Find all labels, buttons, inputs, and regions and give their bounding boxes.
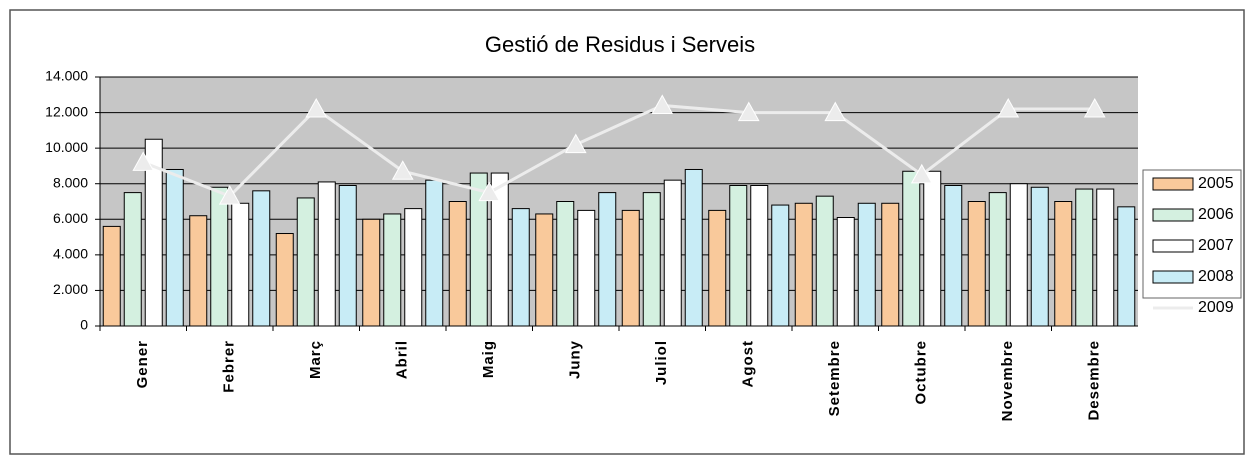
bar: [750, 184, 769, 327]
bar: [1054, 201, 1073, 327]
bar: [923, 170, 942, 327]
line-marker: [478, 181, 501, 202]
line-marker: [218, 185, 241, 205]
bar: [404, 208, 423, 327]
bar: [836, 217, 855, 327]
bar: [815, 195, 834, 327]
x-tick-label: Setembre: [826, 340, 843, 416]
x-tick-label: Juliol: [653, 340, 670, 385]
bar: [165, 168, 184, 327]
chart-title: Gestió de Residus i Serveis: [485, 32, 755, 57]
y-tick-label: 14.000: [45, 68, 88, 84]
bar: [621, 209, 640, 327]
x-tick-label: Maig: [480, 340, 497, 378]
bar: [1096, 188, 1115, 327]
legend-swatch: [1152, 270, 1194, 284]
bar: [296, 197, 315, 327]
line-marker: [305, 97, 328, 118]
legend-swatch: [1152, 208, 1194, 222]
bar: [317, 181, 336, 327]
bar: [771, 204, 790, 327]
line-marker: [997, 97, 1020, 118]
bar: [189, 215, 208, 327]
bar: [275, 233, 294, 327]
y-tick-label: 4.000: [53, 246, 88, 262]
line-marker: [824, 101, 847, 122]
x-tick-label: Agost: [740, 340, 757, 388]
x-tick-label: Febrer: [221, 340, 238, 393]
bar: [729, 184, 748, 327]
bar: [902, 170, 921, 327]
line-marker: [651, 94, 674, 114]
bar: [642, 192, 661, 327]
bar: [210, 186, 229, 327]
line-marker: [564, 133, 587, 154]
x-tick-label: Octubre: [913, 340, 930, 405]
legend-label: 2005: [1198, 175, 1234, 192]
x-tick-label: Novembre: [999, 340, 1016, 421]
x-tick-label: Abril: [394, 340, 411, 379]
bar: [944, 184, 963, 327]
y-tick-label: 2.000: [53, 281, 88, 297]
plot-area: [100, 77, 1138, 326]
bar: [252, 190, 271, 327]
bar: [362, 218, 381, 327]
legend-label: 2006: [1198, 206, 1234, 223]
y-tick-label: 12.000: [45, 103, 88, 119]
bar: [511, 208, 530, 327]
bar: [794, 202, 813, 327]
bar: [988, 192, 1007, 327]
legend-label: 2008: [1198, 268, 1234, 285]
bar: [338, 184, 357, 327]
y-tick-label: 10.000: [45, 139, 88, 155]
legend-label: 2007: [1198, 237, 1234, 254]
bar: [1009, 183, 1028, 327]
line-marker: [132, 151, 155, 171]
bar: [967, 201, 986, 327]
bar: [383, 213, 402, 327]
bar: [1075, 188, 1094, 327]
x-tick-label: Gener: [134, 340, 151, 388]
bar: [1117, 206, 1136, 327]
line-marker: [391, 160, 414, 180]
y-tick-label: 8.000: [53, 174, 88, 190]
legend-swatch: [1152, 177, 1194, 191]
line: [142, 103, 1095, 198]
legend-swatch: [1152, 239, 1194, 253]
x-tick-label: Juny: [567, 340, 584, 379]
bar: [448, 201, 467, 327]
bar: [535, 213, 554, 327]
y-tick-label: 0: [80, 317, 88, 333]
legend-label: 2009: [1198, 299, 1234, 316]
x-tick-label: Març: [307, 340, 324, 379]
y-tick-label: 6.000: [53, 210, 88, 226]
bar: [102, 225, 121, 327]
bar: [598, 192, 617, 327]
bar: [1030, 186, 1049, 327]
x-tick-label: Desembre: [1086, 340, 1103, 421]
bar: [684, 168, 703, 327]
bar: [231, 202, 250, 327]
line-marker: [1083, 97, 1106, 118]
bar: [663, 179, 682, 327]
bar: [708, 209, 727, 327]
bar: [425, 179, 444, 327]
bar: [857, 202, 876, 327]
line-marker: [910, 163, 933, 184]
line-marker: [737, 101, 760, 122]
bar: [881, 202, 900, 327]
bar: [577, 209, 596, 327]
bar: [123, 192, 142, 327]
bar: [556, 201, 575, 327]
